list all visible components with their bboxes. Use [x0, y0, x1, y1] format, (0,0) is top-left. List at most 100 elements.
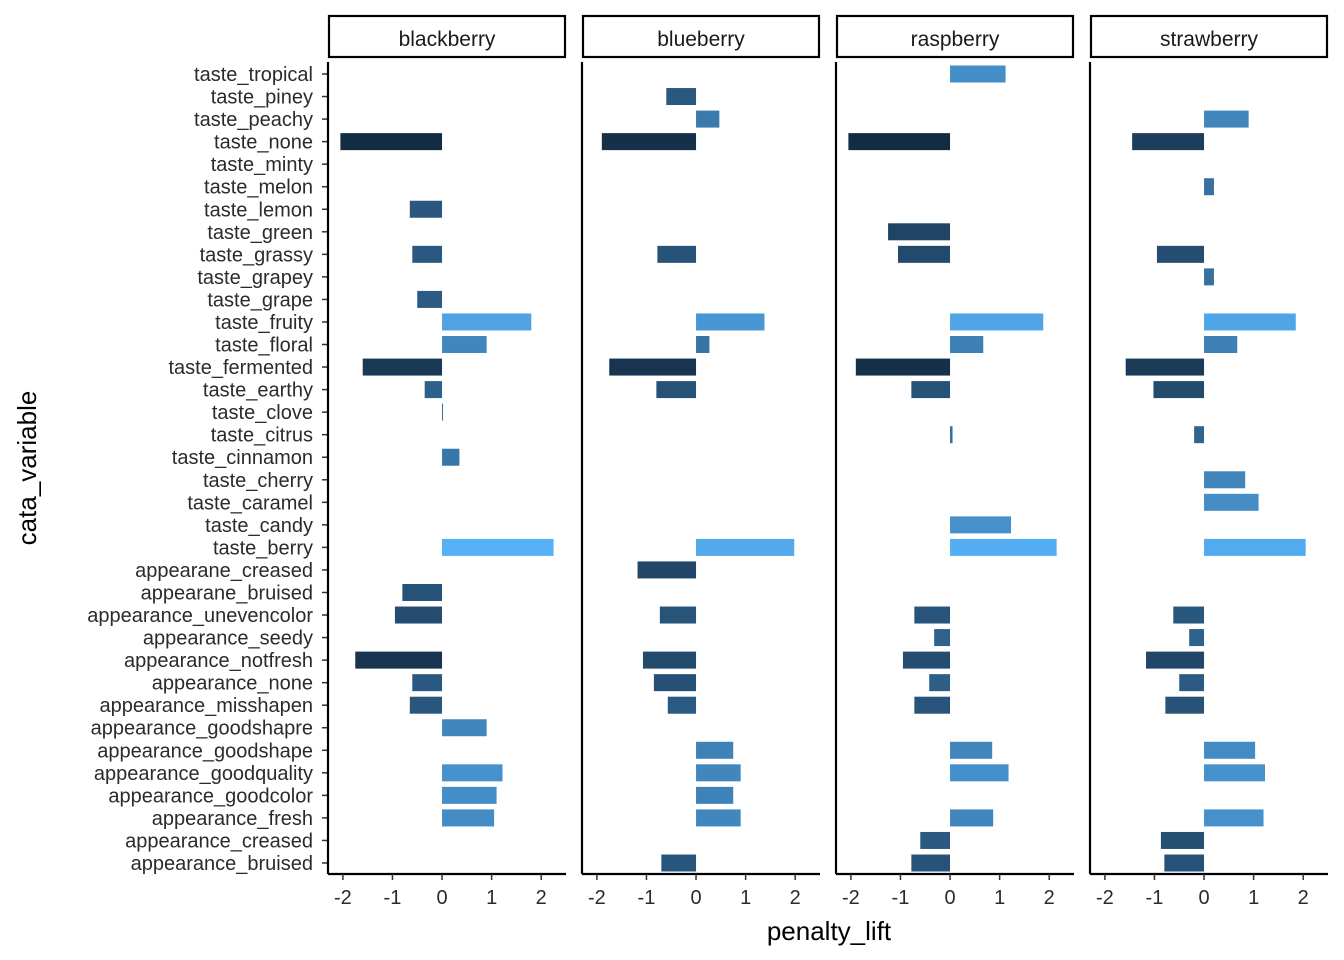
x-axis-title: penalty_lift [767, 916, 892, 946]
y-tick-label: appearance_seedy [143, 628, 313, 650]
bar [1204, 741, 1256, 759]
y-tick-label: taste_tropical [194, 64, 313, 86]
bar [1204, 336, 1238, 354]
bar [412, 674, 443, 692]
y-tick-label: appearance_notfresh [124, 650, 313, 672]
y-tick-label: appearane_bruised [141, 582, 313, 604]
bar [1125, 358, 1205, 376]
bar [929, 674, 951, 692]
bar [920, 831, 951, 849]
bar [1132, 133, 1205, 151]
bar [1194, 426, 1205, 444]
x-tick-label: -1 [1146, 887, 1164, 909]
y-tick-label: taste_candy [205, 515, 313, 537]
bar [1204, 268, 1214, 286]
x-tick-label: -2 [1096, 887, 1114, 909]
bar [950, 741, 993, 759]
y-tick-label: appearance_fresh [152, 808, 313, 830]
bar [424, 381, 443, 399]
x-tick-label: 1 [740, 887, 751, 909]
bar [442, 313, 532, 331]
x-tick-label: 0 [690, 887, 701, 909]
bar [1204, 110, 1249, 128]
bar [442, 764, 503, 782]
bar [888, 223, 951, 241]
y-tick-label: taste_fermented [168, 357, 313, 379]
bar [442, 719, 487, 737]
x-tick-label: -2 [334, 887, 352, 909]
bar [902, 651, 951, 669]
bar [1165, 696, 1205, 714]
bar [1204, 764, 1266, 782]
x-tick-label: -2 [588, 887, 606, 909]
bar [1189, 629, 1205, 647]
y-tick-label: appearance_unevencolor [87, 605, 313, 627]
x-tick-label: 0 [944, 887, 955, 909]
bar [696, 809, 741, 827]
bar [897, 245, 951, 263]
bar [657, 245, 697, 263]
bar [1179, 674, 1205, 692]
bar [355, 651, 443, 669]
bar [696, 538, 795, 556]
x-tick-label: -1 [638, 887, 656, 909]
bar [696, 764, 741, 782]
x-tick-label: 1 [1248, 887, 1259, 909]
bar [950, 426, 953, 444]
facet-strip-label: blueberry [657, 28, 745, 51]
bar [1146, 651, 1205, 669]
bar [412, 245, 443, 263]
x-tick-label: 0 [436, 887, 447, 909]
x-tick-label: -1 [892, 887, 910, 909]
y-tick-label: taste_green [207, 222, 313, 244]
facet-strip [581, 14, 821, 59]
bar [442, 538, 554, 556]
y-tick-label: taste_grape [207, 289, 313, 311]
y-tick-label: taste_none [214, 132, 313, 154]
x-tick-label: 1 [994, 887, 1005, 909]
y-tick-label: taste_grassy [200, 244, 313, 266]
x-tick-label: 2 [790, 887, 801, 909]
bar [950, 313, 1044, 331]
bar [666, 88, 697, 106]
bar [1204, 178, 1214, 196]
bar [409, 200, 443, 218]
bar [914, 696, 951, 714]
bar [442, 448, 460, 466]
y-tick-label: taste_lemon [204, 199, 313, 221]
y-tick-label: appearane_creased [135, 560, 313, 582]
facet-panel-blueberry: blueberry -2 -1 0 1 2 [580, 14, 821, 909]
y-tick-label: taste_earthy [203, 380, 313, 402]
bar [442, 786, 497, 804]
y-axis-title: cata_variable [12, 391, 42, 546]
facet-strip [835, 14, 1075, 59]
bar [1173, 606, 1205, 624]
bar [696, 741, 734, 759]
y-tick-label: taste_berry [213, 537, 313, 559]
y-tick-label: taste_melon [204, 177, 313, 199]
x-tick-label: -1 [384, 887, 402, 909]
x-tick-label: 2 [536, 887, 547, 909]
y-tick-label: taste_grapey [197, 267, 313, 289]
y-axis-labels: taste_tropicaltaste_pineytaste_peachytas… [87, 64, 328, 875]
bar [934, 629, 951, 647]
x-tick-label: 2 [1044, 887, 1055, 909]
y-tick-label: appearance_goodquality [94, 763, 313, 785]
y-tick-label: taste_caramel [187, 492, 313, 514]
bar [848, 133, 951, 151]
bar [442, 336, 487, 354]
bar [911, 854, 951, 872]
facet-strip [1089, 14, 1329, 59]
bar [394, 606, 443, 624]
y-tick-label: taste_minty [211, 154, 313, 176]
bar [601, 133, 697, 151]
y-tick-label: appearance_bruised [131, 853, 313, 875]
y-tick-label: taste_cinnamon [172, 447, 313, 469]
facet-panel-strawberry: strawberry -2 -1 0 1 2 [1088, 14, 1329, 909]
bar [696, 786, 734, 804]
bar [1160, 831, 1205, 849]
bar [362, 358, 443, 376]
bar [661, 854, 697, 872]
